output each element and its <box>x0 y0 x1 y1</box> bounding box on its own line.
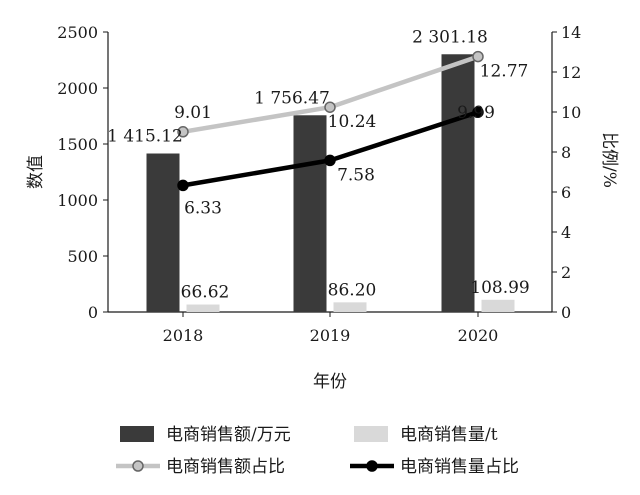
right-axis-title: 比例/% <box>599 132 619 188</box>
sales-volume-share-label: 9.99 <box>457 103 495 123</box>
x-axis-ticks: 2018 2019 2020 <box>163 312 499 345</box>
sales-volume-share-point <box>472 106 484 118</box>
right-tick-label: 6 <box>561 183 571 202</box>
sales-amount-share-point <box>472 50 484 63</box>
sales-amount-share-point <box>324 101 336 113</box>
sales-amount-share-label: 9.01 <box>174 103 212 123</box>
x-tick-label: 2019 <box>310 326 351 345</box>
sales-volume-share-label: 7.58 <box>337 165 375 185</box>
x-axis-title: 年份 <box>313 372 347 392</box>
sales-amount-share-label: 10.24 <box>328 112 377 132</box>
legend-swatch <box>120 426 154 442</box>
sales-volume-bar-label: 108.99 <box>470 278 529 298</box>
sales-amount-bar-label: 2 301.18 <box>412 27 488 47</box>
lines <box>177 50 484 192</box>
left-axis-title: 数值 <box>26 155 46 189</box>
left-tick-label: 1500 <box>57 135 98 154</box>
left-tick-label: 500 <box>67 247 98 266</box>
sales-volume-bar-label: 66.62 <box>181 283 230 303</box>
sales-volume-bar <box>186 304 220 312</box>
legend-label: 电商销售额占比 <box>166 457 285 477</box>
right-tick-label: 10 <box>561 103 581 122</box>
right-axis-ticks: 0 2 4 6 8 10 12 14 <box>552 23 581 322</box>
sales-amount-share-label: 12.77 <box>480 62 529 82</box>
right-tick-label: 2 <box>561 263 571 282</box>
legend-label: 电商销售量占比 <box>400 457 519 477</box>
sales-amount-bar <box>146 153 180 312</box>
left-tick-label: 2500 <box>57 23 98 42</box>
left-tick-label: 2000 <box>57 79 98 98</box>
right-tick-label: 14 <box>561 23 581 42</box>
legend-label: 电商销售量/t <box>400 425 498 445</box>
data-labels: 1 415.12 1 756.47 2 301.18 66.62 86.20 108.99… <box>107 27 530 302</box>
left-tick-label: 1000 <box>57 191 98 210</box>
left-axis-ticks: 0 500 1000 1500 2000 2500 <box>57 23 108 322</box>
sales-volume-bar <box>333 302 367 312</box>
sales-volume-bar-label: 86.20 <box>328 280 377 300</box>
x-tick-label: 2018 <box>163 326 204 345</box>
right-tick-label: 12 <box>561 63 581 82</box>
bars <box>146 54 515 312</box>
sales-amount-share-point <box>177 126 189 138</box>
legend-marker <box>132 460 144 472</box>
sales-volume-bar <box>481 299 515 312</box>
sales-amount-bar <box>293 115 327 312</box>
sales-volume-share-point <box>177 179 189 192</box>
legend-label: 电商销售额/万元 <box>166 425 291 445</box>
right-tick-label: 0 <box>561 303 571 322</box>
x-tick-label: 2020 <box>458 326 499 345</box>
right-tick-label: 4 <box>561 223 571 242</box>
left-tick-label: 0 <box>88 303 98 322</box>
legend-swatch <box>354 426 388 442</box>
right-tick-label: 8 <box>561 143 571 162</box>
legend-marker <box>366 460 378 472</box>
sales-amount-bar-label: 1 415.12 <box>107 127 183 147</box>
sales-volume-share-point <box>324 154 336 167</box>
sales-amount-bar-label: 1 756.47 <box>254 88 330 108</box>
legend: 电商销售额/万元 电商销售量/t 电商销售额占比 电商销售量占比 <box>116 425 519 477</box>
sales-volume-share-label: 6.33 <box>184 198 222 218</box>
sales-amount-bar <box>441 54 475 312</box>
